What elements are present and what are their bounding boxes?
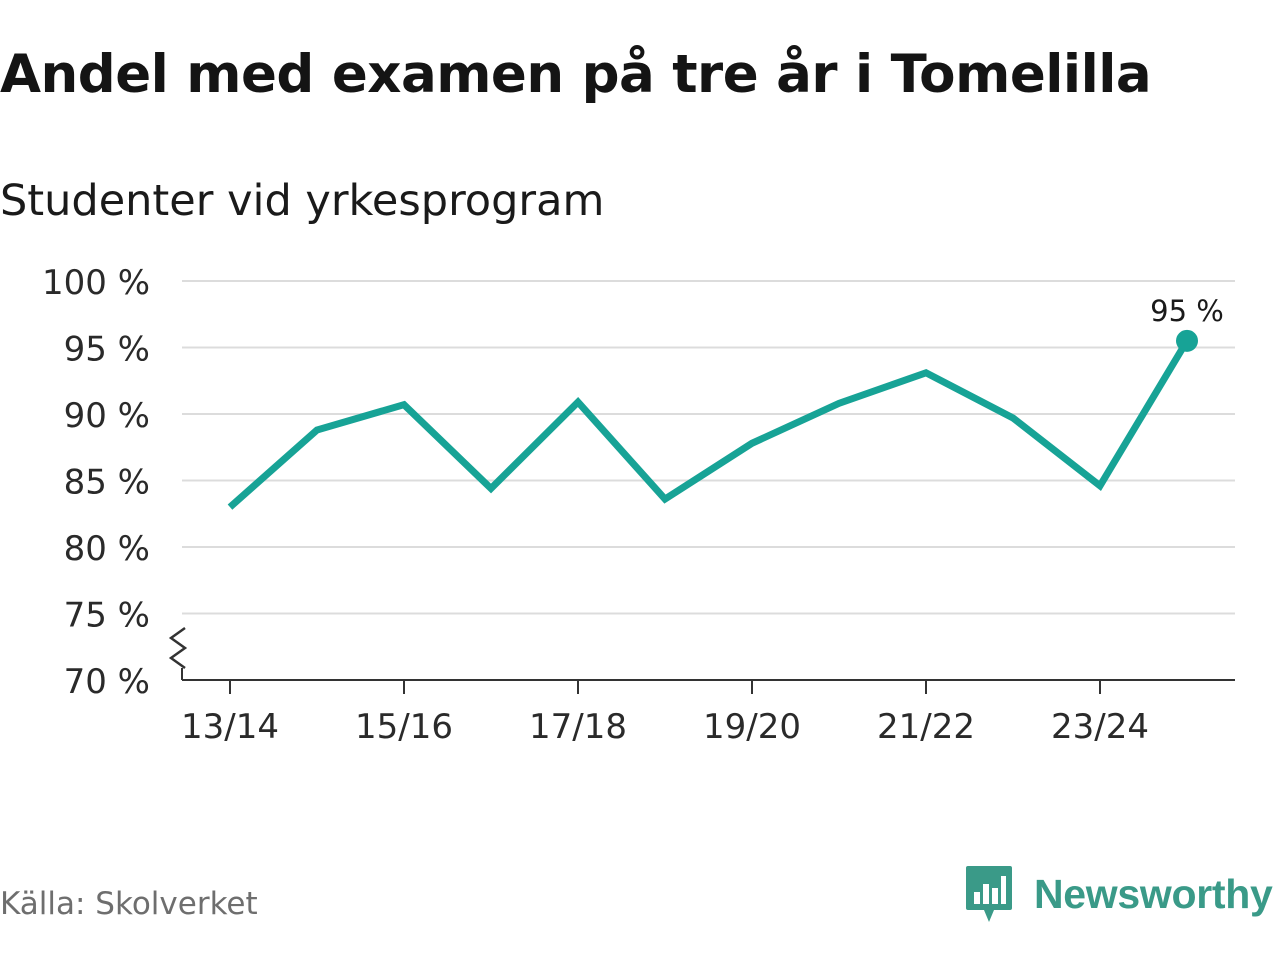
series-line (227, 339, 1191, 510)
y-tick-label: 100 % (42, 263, 150, 303)
newsworthy-logo-text: Newsworthy (1034, 870, 1273, 917)
x-tick-label: 19/20 (703, 707, 801, 747)
end-point-marker (1176, 329, 1198, 352)
x-tick-label: 21/22 (877, 707, 975, 747)
x-tick-label: 15/16 (355, 707, 453, 747)
x-tick-label: 13/14 (181, 707, 279, 747)
source-note: Källa: Skolverket (0, 886, 258, 922)
chart-subtitle: Studenter vid yrkesprogram (0, 176, 605, 226)
y-tick-label: 85 % (64, 463, 150, 503)
chart-title: Andel med examen på tre år i Tomelilla (0, 44, 1152, 105)
end-value-label: 95 % (1150, 294, 1224, 328)
y-tick-label: 90 % (64, 396, 150, 436)
y-tick-label: 75 % (64, 596, 150, 636)
axis-break-icon (168, 626, 188, 670)
x-tick-label: 17/18 (529, 707, 627, 747)
newsworthy-logo-icon (966, 866, 1012, 922)
y-tick-label: 80 % (64, 529, 150, 569)
axes (168, 626, 1235, 694)
labels: 70 % 75 % 80 % 85 % 90 % 95 % 100 % 13/14 15/16 1… (42, 263, 1224, 747)
y-tick-label: 70 % (64, 662, 150, 702)
gridlines (182, 280, 1235, 615)
y-tick-label: 95 % (64, 330, 150, 370)
series (227, 329, 1198, 510)
x-tick-label: 23/24 (1051, 707, 1149, 747)
newsworthy-logo: Newsworthy (964, 864, 1273, 924)
